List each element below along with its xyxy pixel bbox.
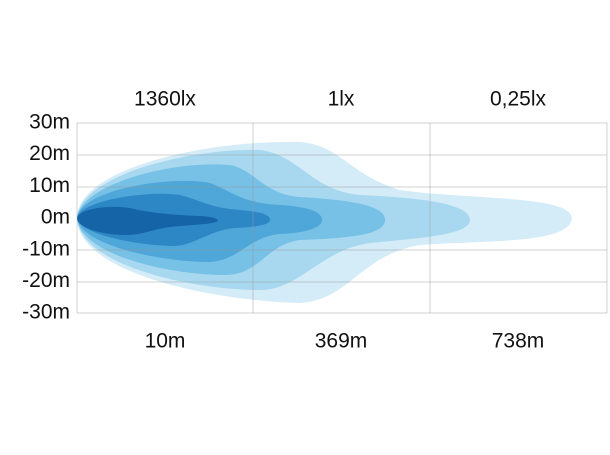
beam-pattern bbox=[77, 141, 572, 303]
x-label: 738m bbox=[492, 330, 545, 353]
grid bbox=[76, 122, 608, 314]
y-label: 0m bbox=[41, 206, 70, 229]
x-label: 369m bbox=[315, 330, 368, 353]
y-label: -20m bbox=[22, 269, 70, 292]
y-label: 20m bbox=[29, 142, 70, 165]
y-label: 10m bbox=[29, 174, 70, 197]
top-label: 1lx bbox=[328, 88, 355, 111]
y-label: -10m bbox=[22, 237, 70, 260]
beam-zone bbox=[77, 206, 218, 236]
labels: 1360lx 1lx 0,25lx 10m 369m 738m 30m 20m 10m 0m -10… bbox=[22, 88, 546, 353]
y-label: -30m bbox=[22, 301, 70, 324]
x-label: 10m bbox=[145, 330, 186, 353]
y-label: 30m bbox=[29, 111, 70, 134]
top-label: 1360lx bbox=[134, 88, 196, 111]
top-label: 0,25lx bbox=[490, 88, 547, 111]
